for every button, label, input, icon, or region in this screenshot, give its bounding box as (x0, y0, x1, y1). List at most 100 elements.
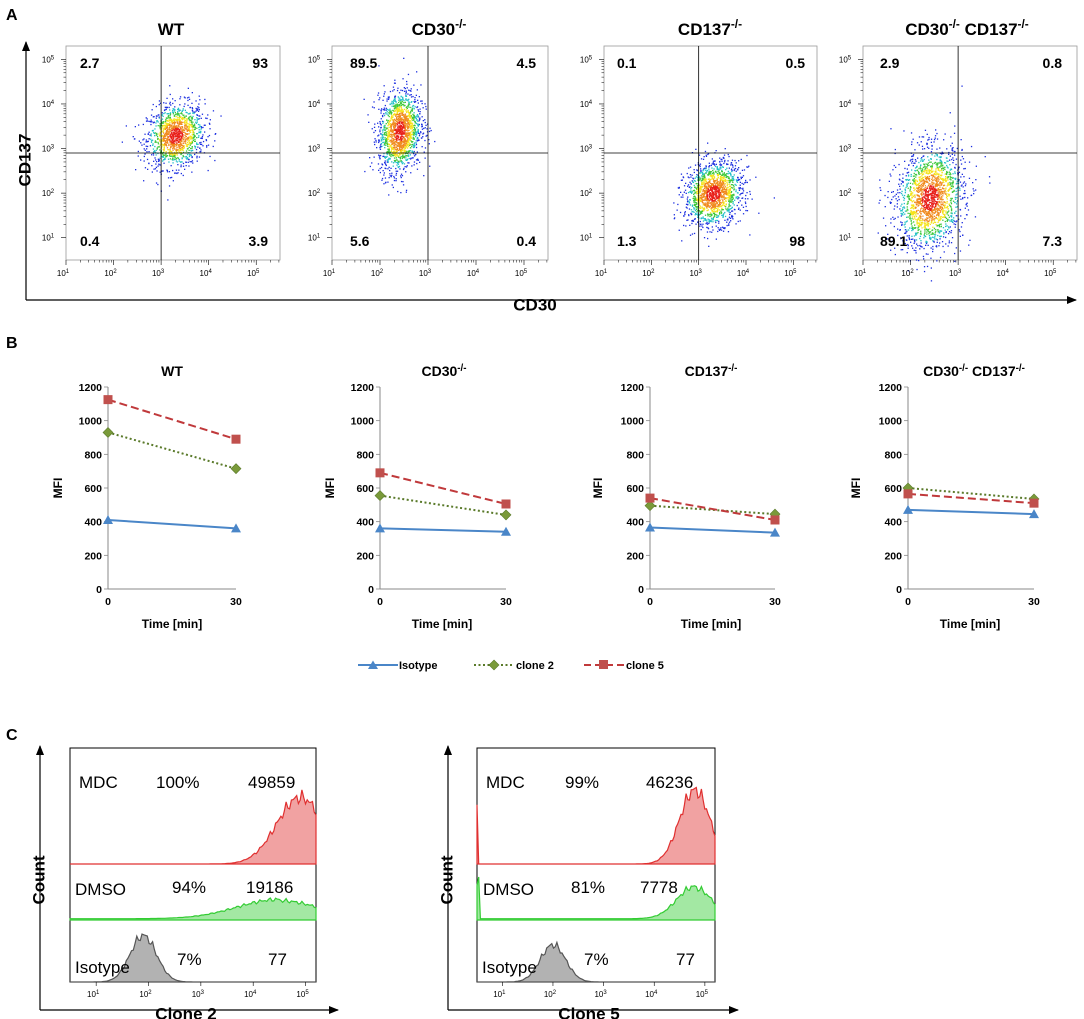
scatter-point (164, 142, 167, 144)
scatter-point (387, 98, 390, 100)
scatter-point (687, 219, 689, 221)
scatter-point (714, 160, 716, 162)
scatter-point (690, 188, 692, 190)
scatter-point (931, 197, 934, 199)
scatter-point (186, 130, 188, 132)
scatter-point (389, 124, 392, 126)
scatter-point (737, 198, 739, 200)
scatter-point (220, 115, 222, 117)
scatter-point (398, 105, 401, 107)
scatter-point (389, 154, 391, 156)
scatter-point (150, 114, 153, 116)
scatter-point (160, 133, 162, 135)
scatter-point (405, 140, 407, 142)
scatter-point (413, 127, 416, 129)
scatter-point (711, 226, 713, 228)
scatter-point (402, 104, 405, 106)
scatter-point (700, 170, 702, 172)
scatter-point (185, 155, 188, 158)
scatter-point (150, 133, 152, 135)
scatter-point (714, 187, 717, 189)
scatter-point (177, 119, 179, 121)
scatter-point (179, 122, 181, 124)
scatter-point (164, 112, 166, 114)
scatter-point (742, 183, 745, 185)
scatter-point (390, 141, 392, 143)
scatter-point (711, 191, 714, 194)
scatter-point (715, 182, 717, 184)
scatter-point (192, 162, 194, 164)
scatter-point (193, 132, 195, 134)
scatter-point (935, 224, 937, 226)
scatter-point (406, 136, 408, 138)
scatter-point (372, 169, 374, 171)
scatter-point (679, 211, 682, 214)
scatter-point (385, 138, 387, 140)
scatter-point (894, 152, 896, 155)
scatter-point (180, 151, 183, 154)
scatter-point (184, 127, 186, 129)
scatter-point (164, 127, 166, 129)
scatter-point (397, 105, 399, 107)
scatter-point (933, 162, 936, 164)
scatter-point (706, 207, 708, 209)
scatter-point (164, 140, 166, 142)
scatter-point (722, 186, 724, 189)
scatter-point (165, 134, 167, 136)
scatter-point (693, 211, 695, 213)
scatter-point (706, 209, 708, 212)
scatter-point (673, 214, 675, 216)
scatter-point (162, 137, 164, 139)
scatter-point (718, 168, 720, 170)
scatter-point (404, 104, 406, 107)
scatter-point (699, 213, 702, 215)
scatter-point (941, 201, 943, 203)
scatter-point (187, 128, 189, 130)
scatter-point (738, 207, 740, 209)
scatter-point (380, 139, 383, 141)
scatter-point (718, 209, 721, 211)
scatter-point (400, 135, 402, 138)
scatter-point (178, 117, 181, 119)
scatter-point (410, 94, 412, 96)
scatter-point (915, 210, 918, 212)
scatter-point (390, 139, 392, 141)
scatter-point (413, 146, 415, 148)
scatter-point (193, 134, 195, 136)
scatter-point (174, 133, 177, 135)
scatter-point (681, 179, 683, 181)
scatter-point (964, 167, 966, 170)
scatter-point (188, 137, 190, 139)
scatter-point (688, 214, 690, 217)
scatter-point (414, 131, 416, 133)
scatter-point (691, 211, 693, 213)
scatter-point (418, 132, 420, 134)
scatter-point (403, 141, 405, 143)
scatter-point (707, 213, 709, 215)
scatter-point (381, 137, 384, 139)
scatter-point (399, 139, 401, 141)
scatter-point (382, 121, 385, 123)
scatter-point (714, 179, 716, 182)
scatter-point (717, 205, 720, 207)
scatter-point (740, 176, 742, 178)
scatter-point (946, 200, 948, 203)
scatter-point (378, 126, 380, 128)
scatter-point (397, 142, 400, 144)
scatter-point (400, 102, 403, 105)
scatter-point (189, 161, 191, 163)
scatter-point (413, 137, 415, 139)
scatter-point (744, 182, 746, 184)
scatter-point (724, 219, 726, 221)
scatter-point (731, 163, 733, 166)
scatter-point (411, 101, 413, 103)
scatter-point (954, 226, 956, 228)
scatter-point (162, 155, 164, 158)
scatter-point (714, 200, 716, 202)
scatter-point (392, 155, 394, 157)
scatter-point (200, 130, 202, 132)
scatter-point (936, 207, 938, 209)
scatter-point (399, 100, 401, 102)
scatter-point (380, 118, 382, 120)
scatter-point (402, 97, 404, 99)
